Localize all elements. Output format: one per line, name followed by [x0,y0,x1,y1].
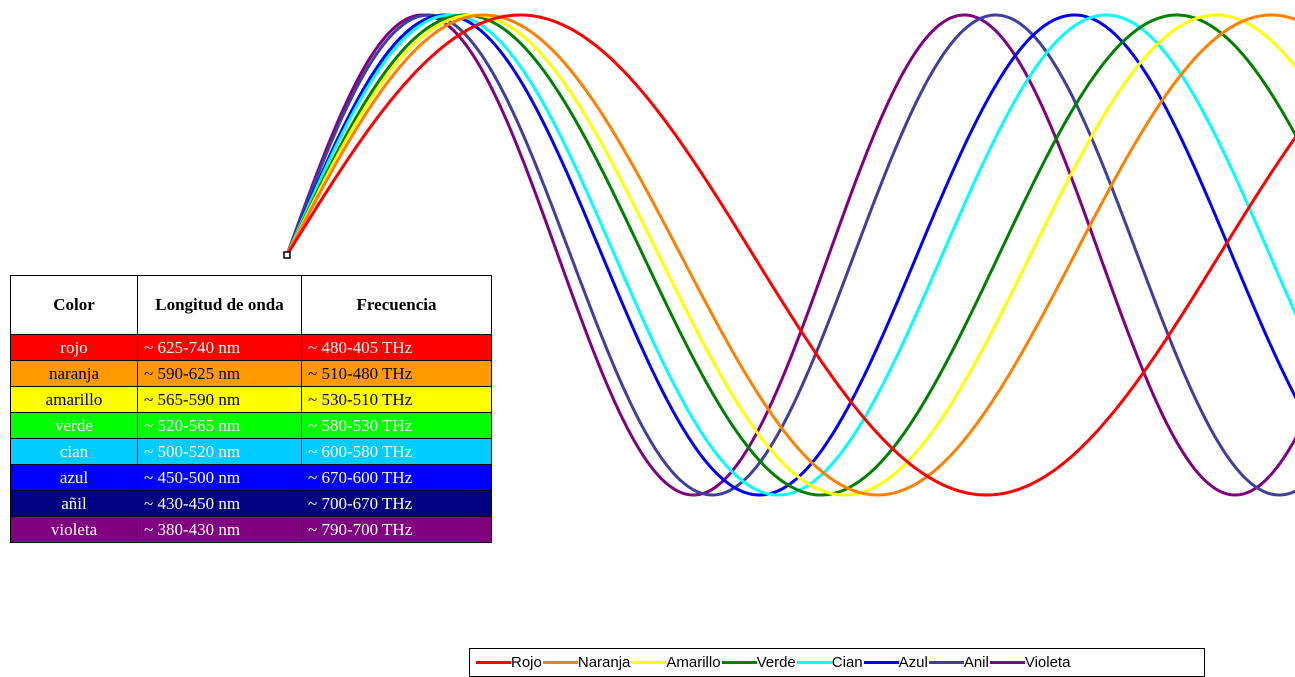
color-name-cell: añil [10,490,138,517]
wave-series-violeta [285,13,1295,497]
legend-label: Cian [831,654,863,671]
frequency-cell: ~ 790-700 THz [301,516,492,543]
legend-label: Verde [756,654,796,671]
legend-label: Rojo [511,654,542,671]
legend-item: Azul [863,654,928,671]
legend-item: Naranja [542,654,631,671]
header-frequency: Frecuencia [301,275,492,335]
legend-line-swatch [989,661,1025,664]
color-name-cell: violeta [10,516,138,543]
color-name-cell: amarillo [10,386,138,413]
color-name-cell: rojo [10,334,138,361]
legend-line-swatch [928,661,964,664]
table-row: cian ~ 500-520 nm ~ 600-580 THz [10,438,492,465]
frequency-cell: ~ 480-405 THz [301,334,492,361]
legend-label: Anil [963,654,989,671]
table-row: añil ~ 430-450 nm ~ 700-670 THz [10,490,492,517]
wave-series-naranja [285,13,1295,497]
wavelength-cell: ~ 380-430 nm [137,516,302,543]
color-name-cell: verde [10,412,138,439]
frequency-cell: ~ 510-480 THz [301,360,492,387]
legend-label: Naranja [577,654,631,671]
legend-line-swatch [542,661,578,664]
table-header-row: Color Longitud de onda Frecuencia [10,275,492,335]
wavelength-cell: ~ 520-565 nm [137,412,302,439]
legend-item: Cian [796,654,863,671]
chart-origin-marker [283,251,291,259]
chart-legend: Rojo Naranja Amarillo Verde Cian Azul Anil Viol… [469,648,1205,677]
wave-series-verde [285,13,1295,497]
color-name-cell: cian [10,438,138,465]
color-table: Color Longitud de onda Frecuencia rojo ~ … [10,275,492,543]
legend-item: Violeta [989,654,1071,671]
frequency-cell: ~ 580-530 THz [301,412,492,439]
legend-item: Verde [721,654,796,671]
color-name-cell: azul [10,464,138,491]
color-name-cell: naranja [10,360,138,387]
table-row: rojo ~ 625-740 nm ~ 480-405 THz [10,334,492,361]
wavelength-cell: ~ 625-740 nm [137,334,302,361]
legend-line-swatch [796,661,832,664]
wave-series-amarillo [285,13,1295,497]
legend-label: Azul [898,654,928,671]
table-row: verde ~ 520-565 nm ~ 580-530 THz [10,412,492,439]
wavelength-cell: ~ 450-500 nm [137,464,302,491]
table-row: amarillo ~ 565-590 nm ~ 530-510 THz [10,386,492,413]
table-row: azul ~ 450-500 nm ~ 670-600 THz [10,464,492,491]
legend-item: Anil [928,654,989,671]
frequency-cell: ~ 670-600 THz [301,464,492,491]
header-color: Color [10,275,138,335]
wavelength-cell: ~ 590-625 nm [137,360,302,387]
table-row: naranja ~ 590-625 nm ~ 510-480 THz [10,360,492,387]
legend-line-swatch [721,661,757,664]
table-row: violeta ~ 380-430 nm ~ 790-700 THz [10,516,492,543]
legend-item: Amarillo [631,654,721,671]
wavelength-cell: ~ 430-450 nm [137,490,302,517]
legend-label: Amarillo [666,654,721,671]
frequency-cell: ~ 530-510 THz [301,386,492,413]
frequency-cell: ~ 600-580 THz [301,438,492,465]
wavelength-cell: ~ 500-520 nm [137,438,302,465]
wavelength-cell: ~ 565-590 nm [137,386,302,413]
legend-line-swatch [631,661,667,664]
legend-item: Rojo [476,654,542,671]
wave-series-rojo [285,13,1295,497]
wave-series-anil [285,13,1295,497]
header-wavelength: Longitud de onda [137,275,302,335]
legend-line-swatch [476,661,511,664]
legend-line-swatch [863,661,899,664]
legend-label: Violeta [1024,654,1071,671]
frequency-cell: ~ 700-670 THz [301,490,492,517]
